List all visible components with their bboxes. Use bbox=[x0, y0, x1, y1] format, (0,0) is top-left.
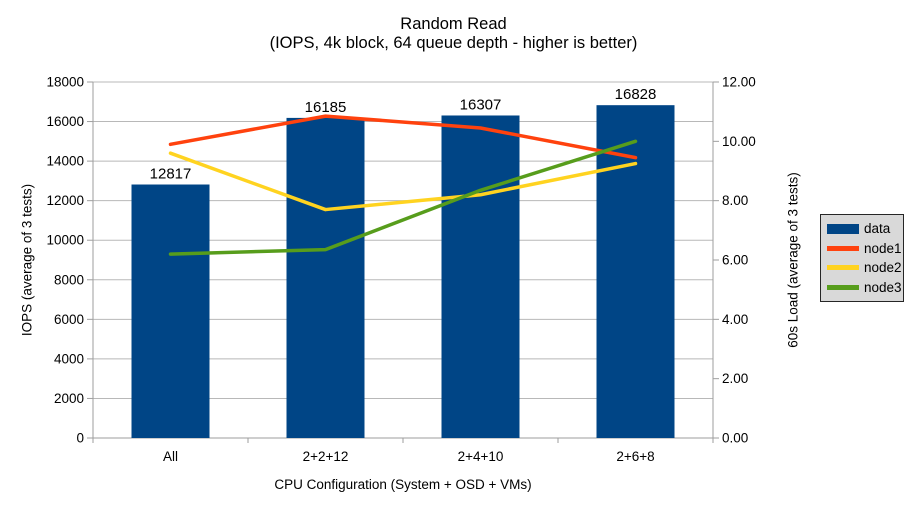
y-tick-label-left: 6000 bbox=[54, 312, 84, 327]
y-tick-label-right: 10.00 bbox=[722, 134, 756, 149]
y-tick-label-left: 16000 bbox=[46, 114, 84, 129]
legend-item-data: data bbox=[827, 219, 903, 239]
legend: data node1 node2 node3 bbox=[820, 214, 904, 302]
legend-label: node2 bbox=[864, 260, 902, 275]
legend-item-node1: node1 bbox=[827, 239, 903, 259]
y-tick-label-right: 2.00 bbox=[722, 371, 748, 386]
legend-swatch-node3 bbox=[827, 284, 859, 290]
x-axis-title: CPU Configuration (System + OSD + VMs) bbox=[274, 477, 532, 492]
category-label: 2+2+12 bbox=[303, 449, 349, 464]
series-line-node3 bbox=[168, 139, 638, 256]
legend-label: node3 bbox=[864, 279, 902, 295]
chart-title: Random Read bbox=[400, 15, 507, 33]
y-tick-label-left: 2000 bbox=[54, 391, 84, 406]
y-tick-label-right: 4.00 bbox=[722, 312, 748, 327]
y-tick-label-right: 0.00 bbox=[722, 431, 748, 446]
legend-swatch-data bbox=[827, 223, 859, 234]
bar-value-label: 16185 bbox=[305, 99, 347, 116]
category-label: 2+6+8 bbox=[616, 449, 654, 464]
y-tick-label-left: 4000 bbox=[54, 351, 84, 366]
series-line-node2 bbox=[168, 151, 638, 212]
y-tick-label-left: 10000 bbox=[46, 233, 84, 248]
legend-item-node2: node2 bbox=[827, 258, 903, 278]
bar-2+6+8 bbox=[596, 105, 675, 438]
y-tick-label-left: 14000 bbox=[46, 154, 84, 169]
y-tick-label-left: 12000 bbox=[46, 193, 84, 208]
legend-label: node1 bbox=[864, 240, 902, 256]
bar-2+2+12 bbox=[286, 117, 365, 438]
bar-value-label: 16828 bbox=[615, 86, 657, 103]
category-label: All bbox=[163, 449, 178, 464]
y-tick-label-right: 6.00 bbox=[722, 253, 748, 268]
legend-label: data bbox=[864, 221, 891, 236]
category-label: 2+4+10 bbox=[458, 449, 504, 464]
series-line-node1 bbox=[168, 114, 638, 160]
chart-title-block: Random Read (IOPS, 4k block, 64 queue de… bbox=[0, 15, 907, 53]
bar-value-label: 12817 bbox=[150, 166, 192, 183]
y-tick-label-left: 18000 bbox=[46, 75, 84, 90]
y-tick-label-right: 8.00 bbox=[722, 193, 748, 208]
y-tick-label-left: 0 bbox=[76, 431, 84, 446]
chart-subtitle: (IOPS, 4k block, 64 queue depth - higher… bbox=[269, 34, 638, 52]
y-tick-label-left: 8000 bbox=[54, 272, 84, 287]
bar-value-label: 16307 bbox=[460, 96, 502, 113]
legend-item-node3: node3 bbox=[827, 278, 903, 298]
legend-swatch-node2 bbox=[827, 265, 859, 271]
bar-All bbox=[131, 184, 210, 438]
legend-swatch-node1 bbox=[827, 245, 859, 251]
bar-2+4+10 bbox=[441, 115, 520, 439]
y-tick-label-right: 12.00 bbox=[722, 75, 756, 90]
